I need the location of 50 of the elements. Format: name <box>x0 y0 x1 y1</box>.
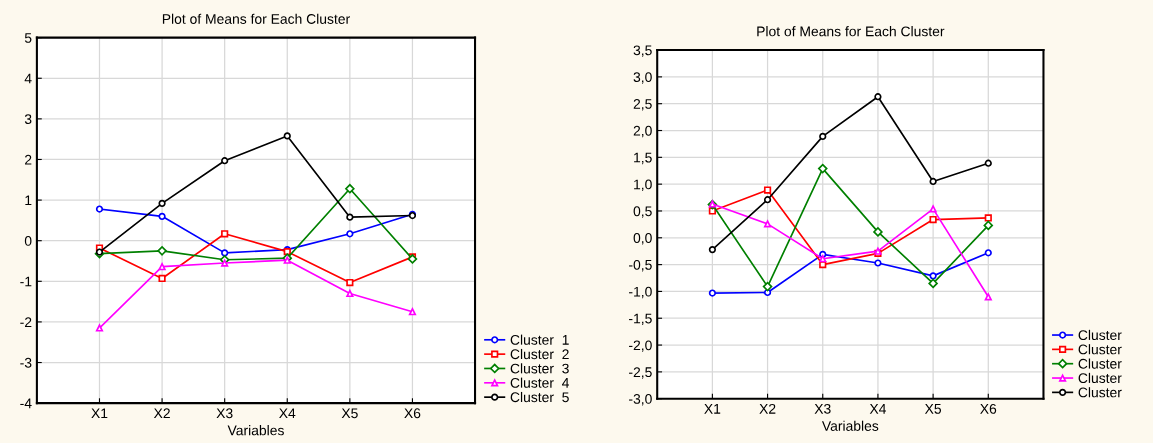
y-tick-label: -4 <box>20 398 32 409</box>
legend-label: Cluster <box>1078 387 1122 398</box>
legend-label: Cluster <box>1078 358 1122 369</box>
y-tick-label: 1 <box>25 195 32 206</box>
y-tick-label: 3,0 <box>633 72 652 84</box>
y-tick-label: 0,5 <box>633 206 652 218</box>
x-tick-label: X5 <box>924 404 942 414</box>
y-tick-label: -3,0 <box>629 394 652 406</box>
x-tick-label: X6 <box>980 403 997 414</box>
x-tick-label: X6 <box>404 408 421 419</box>
y-tick-label: 3,5 <box>633 45 652 57</box>
y-tick-label: -3 <box>20 357 32 368</box>
legend-label: Cluster 1 <box>510 334 569 345</box>
legend-label: Cluster 4 <box>510 377 569 388</box>
y-tick-label: -2,5 <box>629 367 652 379</box>
x-axis-title: Variables <box>821 420 879 431</box>
y-tick-label: 5 <box>24 33 32 43</box>
legend-label: Cluster <box>1078 372 1122 384</box>
y-tick-label: 3 <box>24 114 32 125</box>
y-tick-label: 2,5 <box>633 99 652 111</box>
x-tick-label: X1 <box>704 404 721 414</box>
x-tick-label: X2 <box>759 403 776 414</box>
x-tick-label: X5 <box>341 408 358 419</box>
y-tick-label: -1,5 <box>629 313 652 326</box>
x-tick-label: X2 <box>153 408 170 419</box>
chart-title: Plot of Means for Each Cluster <box>757 26 945 37</box>
y-tick-label: -2,0 <box>629 340 652 352</box>
y-tick-label: 4 <box>24 73 32 84</box>
legend-label: Cluster 3 <box>510 363 569 374</box>
y-tick-label: 1,5 <box>634 152 652 165</box>
x-tick-label: X3 <box>216 408 233 419</box>
y-tick-label: 0 <box>24 236 32 246</box>
legend-label: Cluster 2 <box>510 348 569 360</box>
legend-label: Cluster <box>1078 329 1122 341</box>
x-tick-label: X1 <box>91 408 108 419</box>
x-tick-label: X4 <box>869 404 887 414</box>
y-tick-label: 2 <box>25 154 32 165</box>
y-tick-label: -1,0 <box>629 286 652 299</box>
y-tick-label: 1,0 <box>634 179 652 191</box>
x-axis-title: Variables <box>227 425 284 436</box>
y-tick-label: -1 <box>20 276 32 287</box>
y-tick-label: -0,5 <box>629 259 652 272</box>
x-tick-label: X3 <box>814 403 831 414</box>
y-tick-label: -2 <box>20 317 32 327</box>
x-tick-label: X4 <box>279 408 296 419</box>
chart-title: Plot of Means for Each Cluster <box>162 13 350 24</box>
y-tick-label: 2,0 <box>633 125 652 138</box>
legend-label: Cluster <box>1078 344 1122 355</box>
y-tick-label: 0,0 <box>633 233 652 245</box>
legend-label: Cluster 5 <box>510 391 569 403</box>
